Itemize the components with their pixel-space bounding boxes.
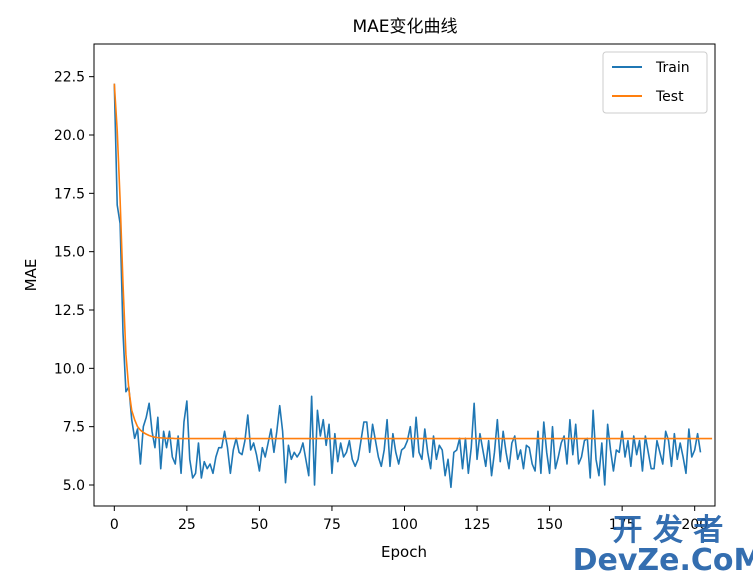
chart-title: MAE变化曲线 (352, 17, 457, 37)
y-tick-label: 12.5 (54, 303, 85, 319)
legend-box (602, 51, 708, 114)
plot-area (93, 43, 716, 507)
series-line-train (113, 83, 702, 489)
x-tick-label: 100 (391, 517, 418, 533)
y-tick-label: 22.5 (54, 70, 85, 86)
watermark: 开 发 者 DevZe.CoM (573, 513, 753, 578)
y-tick-label: 5.0 (63, 478, 85, 494)
x-tick-label: 0 (110, 517, 119, 533)
watermark-line1: 开 发 者 (613, 513, 724, 548)
y-axis-label: MAE (22, 259, 40, 292)
x-tick-label: 175 (609, 517, 636, 533)
legend: Train Test (602, 51, 708, 114)
y-tick-label: 7.5 (63, 420, 85, 436)
x-tick-label: 125 (464, 517, 491, 533)
x-tick-label: 200 (681, 517, 708, 533)
x-tick-label: 50 (250, 517, 268, 533)
y-tick-label: 10.0 (54, 361, 85, 377)
plot-background (94, 44, 715, 506)
watermark-line2: DevZe.CoM (573, 543, 753, 578)
x-tick-label: 75 (323, 517, 341, 533)
x-tick-label: 25 (178, 517, 196, 533)
y-tick-label: 20.0 (54, 128, 85, 144)
legend-label-train: Train (655, 60, 690, 76)
y-axis: 5.0 7.5 10.0 12.5 15.0 17.5 20.0 22.5 (54, 70, 94, 494)
x-axis: 0 25 50 75 100 125 150 175 200 (110, 506, 708, 533)
series-line-test (113, 83, 713, 440)
series-layer (113, 83, 713, 489)
legend-label-test: Test (655, 89, 684, 105)
y-tick-label: 17.5 (54, 186, 85, 202)
x-axis-label: Epoch (381, 543, 427, 561)
x-tick-label: 150 (536, 517, 563, 533)
y-tick-label: 15.0 (54, 245, 85, 261)
